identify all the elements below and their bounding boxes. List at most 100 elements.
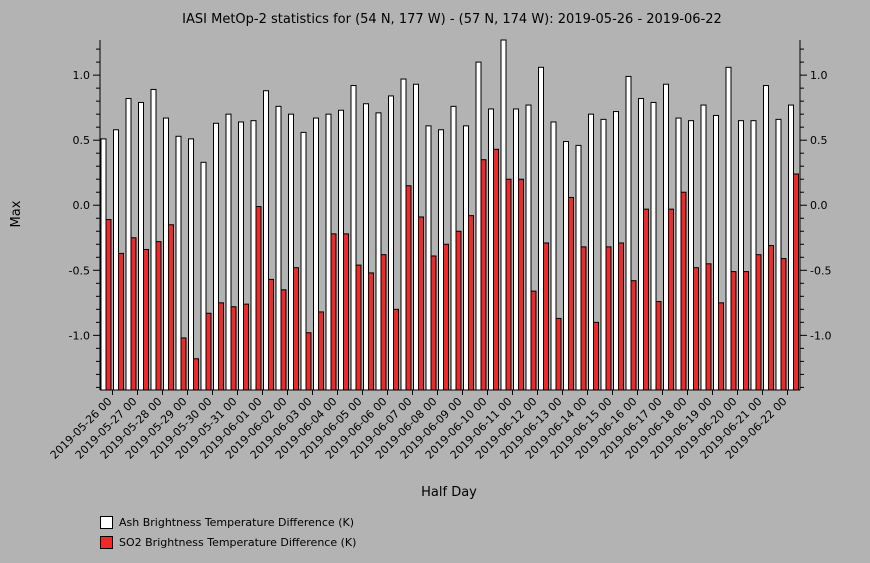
ash-bar bbox=[663, 83, 669, 391]
ash-bar bbox=[313, 117, 319, 391]
so2-bar bbox=[705, 263, 712, 391]
so2-bar bbox=[355, 264, 362, 391]
axes-group: -1.0 -1.0-0.5 -0.50.0 0.00.5 0.51.0 1.02019-0… bbox=[48, 40, 831, 462]
ash-bar bbox=[138, 101, 144, 391]
so2-bar bbox=[755, 254, 762, 391]
so2-bar bbox=[405, 185, 412, 391]
so2-bar bbox=[393, 308, 399, 391]
ash-bar bbox=[350, 85, 357, 391]
so2-bar bbox=[180, 337, 187, 391]
y-tick-label: 0.5 bbox=[73, 134, 91, 147]
ash-bar bbox=[538, 66, 544, 391]
ash-bar bbox=[550, 121, 557, 391]
y-tick-label-right: 0.5 bbox=[810, 134, 828, 147]
so2-bar bbox=[380, 254, 387, 391]
ash-bar bbox=[638, 98, 644, 391]
ash-bar bbox=[788, 104, 794, 391]
y-tick-label-right: -0.5 bbox=[810, 264, 831, 277]
so2-bar bbox=[593, 321, 599, 391]
ash-bar bbox=[500, 39, 507, 391]
so2-bar bbox=[580, 246, 587, 391]
ash-bar bbox=[713, 114, 719, 391]
y-tick-label-right: -1.0 bbox=[810, 329, 831, 342]
ash-bar bbox=[725, 66, 732, 391]
so2-bar bbox=[780, 258, 787, 391]
so2-bar bbox=[443, 243, 449, 391]
so2-bar bbox=[418, 216, 424, 391]
ash-bar bbox=[688, 120, 694, 391]
ash-bar bbox=[375, 112, 382, 391]
so2-bar bbox=[118, 252, 124, 391]
so2-bar bbox=[343, 233, 349, 391]
ash-bar bbox=[225, 113, 232, 391]
ash-bar bbox=[163, 117, 169, 391]
ash-bar bbox=[338, 109, 344, 391]
x-axis-label: Half Day bbox=[421, 485, 477, 500]
chart-title: IASI MetOp-2 statistics for (54 N, 177 W… bbox=[182, 12, 722, 27]
so2-bar bbox=[280, 289, 287, 391]
ash-bar bbox=[413, 83, 419, 391]
so2-bar bbox=[205, 312, 212, 391]
ash-bar bbox=[400, 78, 407, 391]
so2-bar bbox=[305, 332, 312, 391]
ash-bar bbox=[588, 113, 594, 391]
so2-bar bbox=[330, 233, 337, 391]
so2-bar bbox=[518, 178, 524, 391]
so2-bar bbox=[693, 267, 699, 391]
y-tick-label: 1.0 bbox=[73, 69, 91, 82]
ash-bar bbox=[325, 113, 332, 391]
ash-bar bbox=[488, 108, 494, 391]
so2-bar bbox=[230, 306, 237, 391]
ash-bar bbox=[388, 95, 394, 391]
so2-bar bbox=[505, 178, 512, 391]
legend-item-ash: Ash Brightness Temperature Difference (K… bbox=[100, 512, 356, 532]
so2-bar bbox=[218, 302, 224, 391]
ash-bar bbox=[238, 121, 244, 391]
so2-bar bbox=[643, 208, 649, 391]
y-tick-label-right: 1.0 bbox=[810, 69, 828, 82]
so2-bar bbox=[568, 196, 574, 391]
so2-bar bbox=[530, 290, 537, 391]
so2-bar bbox=[105, 219, 112, 391]
ash-bar bbox=[675, 117, 682, 391]
ash-bar bbox=[213, 122, 219, 391]
ash-bar bbox=[100, 138, 107, 391]
ash-bar bbox=[113, 129, 119, 391]
so2-bar bbox=[493, 148, 499, 391]
ash-bar bbox=[463, 125, 469, 391]
ash-bar bbox=[700, 104, 707, 391]
ash-bar bbox=[425, 125, 432, 391]
so2-bar bbox=[793, 173, 799, 391]
so2-bar bbox=[193, 358, 199, 391]
so2-bar bbox=[480, 159, 487, 391]
so2-bar bbox=[768, 245, 774, 391]
so2-bar bbox=[168, 224, 174, 391]
so2-bar bbox=[255, 206, 262, 391]
so2-bar bbox=[543, 242, 549, 391]
ash-bar bbox=[613, 111, 619, 391]
ash-bar bbox=[763, 85, 769, 391]
so2-bar bbox=[668, 208, 674, 391]
so2-bar bbox=[268, 278, 274, 391]
so2-bar bbox=[630, 280, 637, 391]
ash-bar bbox=[513, 108, 519, 391]
legend-swatch-so2 bbox=[100, 535, 113, 549]
so2-bar bbox=[430, 255, 437, 391]
y-axis-label: Max bbox=[9, 200, 24, 227]
legend-label-so2: SO2 Brightness Temperature Difference (K… bbox=[119, 535, 357, 549]
so2-bar bbox=[680, 191, 687, 391]
legend-item-so2: SO2 Brightness Temperature Difference (K… bbox=[100, 532, 356, 552]
y-tick-label: -0.5 bbox=[69, 264, 90, 277]
ash-bar bbox=[275, 105, 282, 391]
legend-label-ash: Ash Brightness Temperature Difference (K… bbox=[119, 515, 354, 529]
so2-bar bbox=[293, 267, 299, 391]
legend: Ash Brightness Temperature Difference (K… bbox=[100, 512, 356, 552]
ash-bar bbox=[475, 61, 482, 391]
y-tick-label: 0.0 bbox=[73, 199, 91, 212]
so2-bar bbox=[718, 302, 724, 391]
ash-bar bbox=[263, 90, 269, 391]
ash-bar bbox=[525, 104, 532, 391]
ash-bar bbox=[300, 131, 307, 391]
ash-bar bbox=[650, 101, 657, 391]
